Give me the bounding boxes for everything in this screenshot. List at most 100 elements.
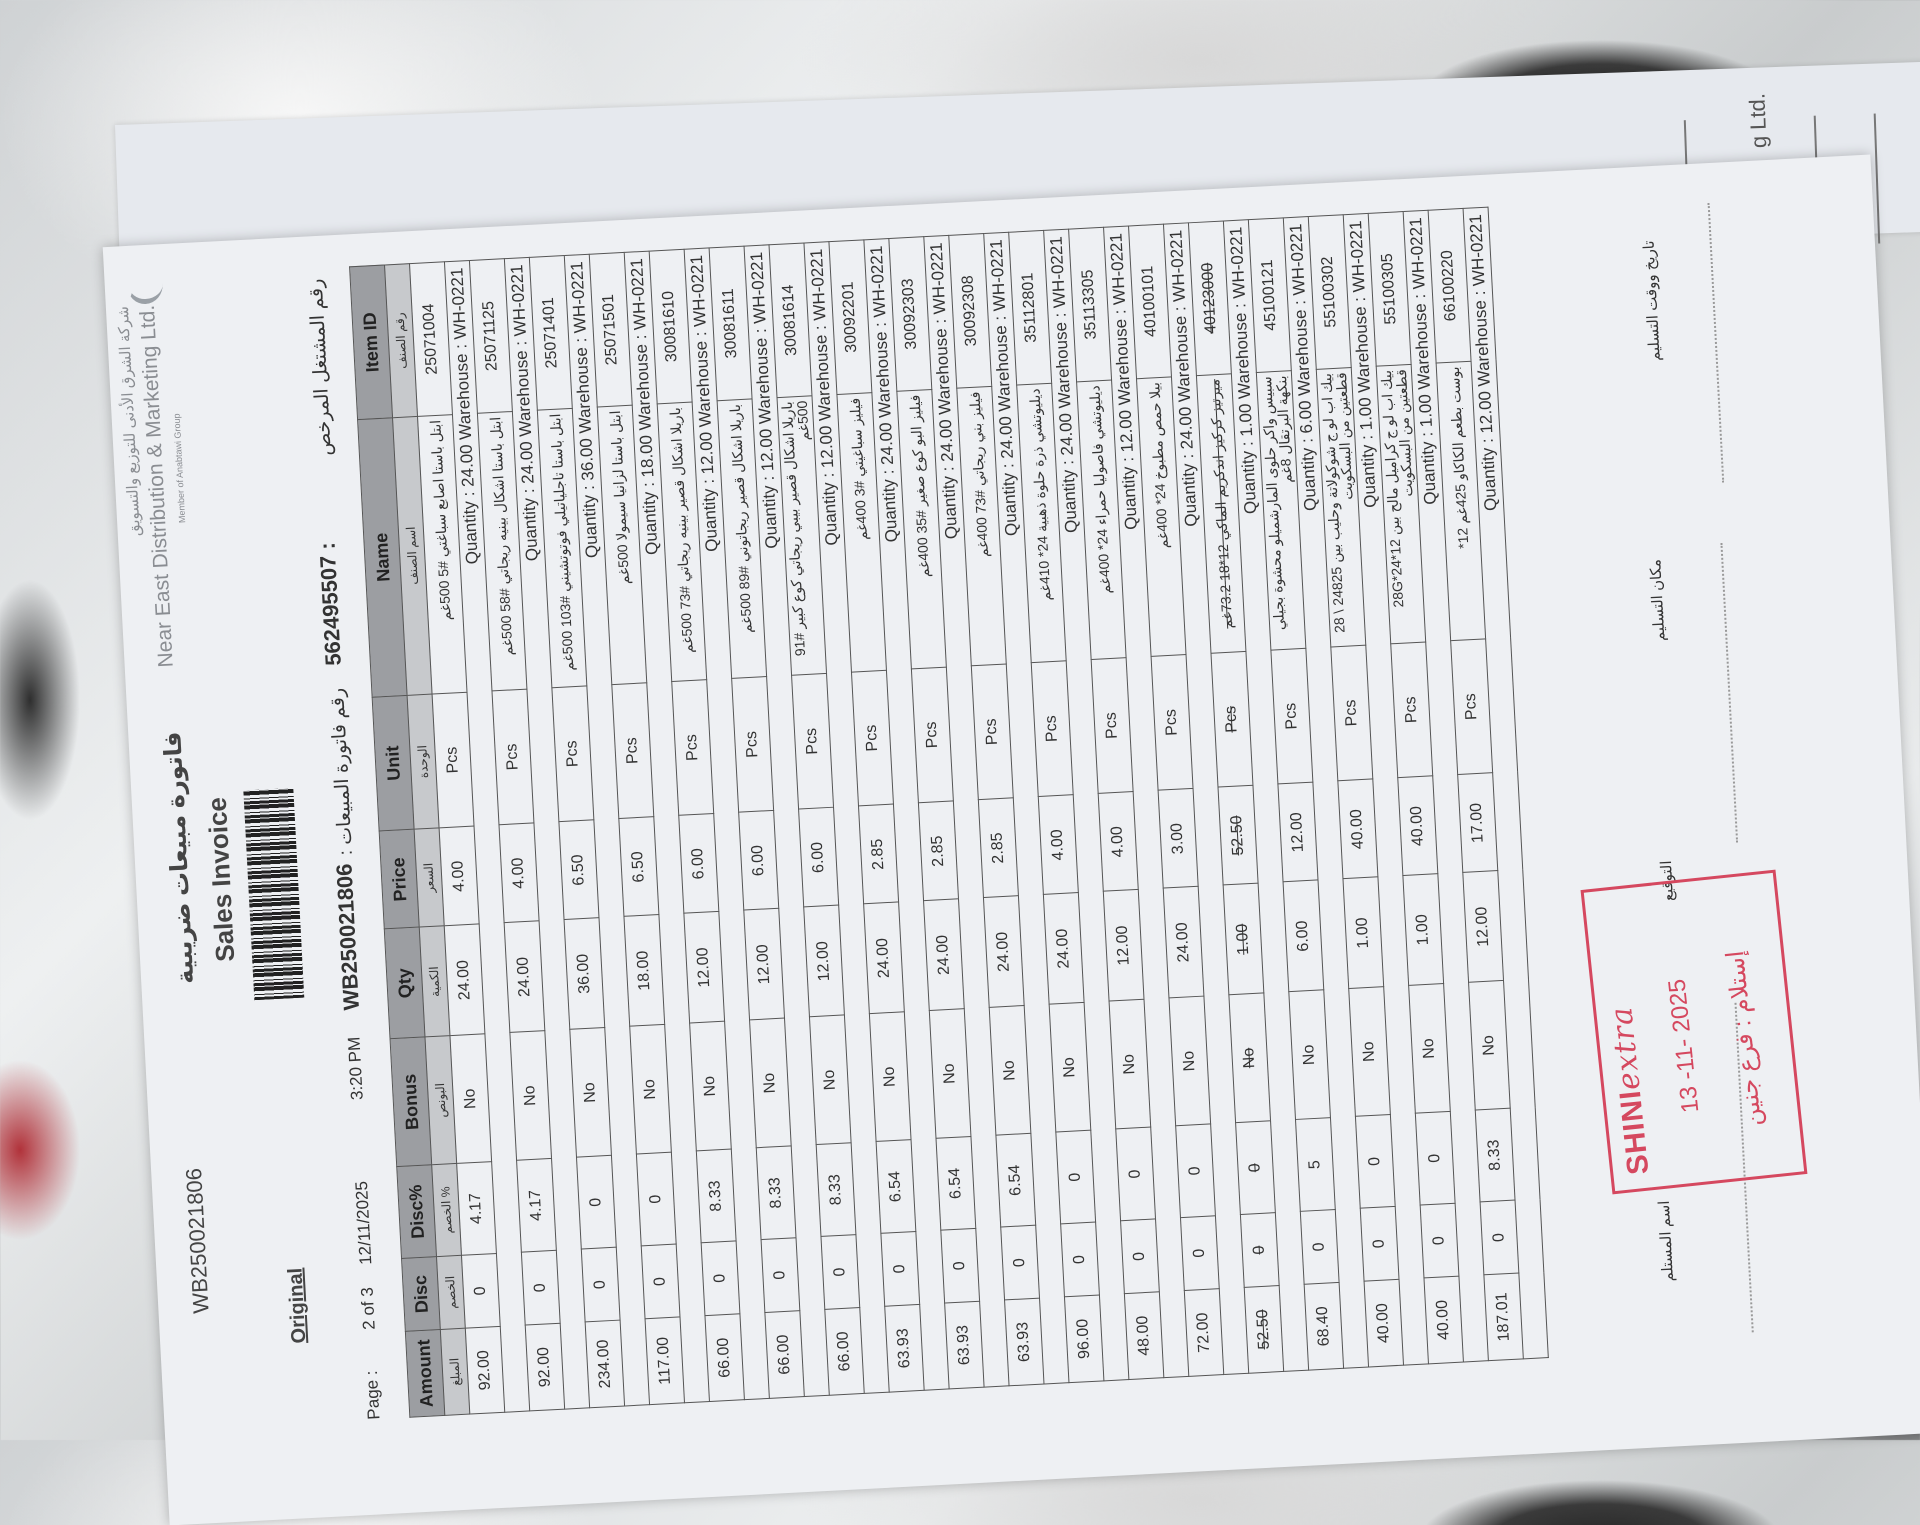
cell-disc-pct: 6.54	[936, 1136, 976, 1231]
stamp-brand-script: extra	[1604, 1004, 1648, 1092]
cell-price: 6.00	[678, 813, 719, 914]
copy-label: Original	[284, 1267, 311, 1344]
cell-disc-pct: 8.33	[1475, 1108, 1516, 1202]
delivery-datetime-label: تاريخ ووقت التسليم	[1640, 240, 1664, 362]
cell-disc: 0	[1060, 1222, 1100, 1297]
stamp-brand-text: SHINI	[1613, 1088, 1656, 1177]
cell-disc-pct: 0	[1115, 1127, 1156, 1221]
cell-qty: 24.00	[923, 899, 965, 1011]
cell-disc-pct: 0	[636, 1152, 677, 1246]
cell-price: 40.00	[1397, 776, 1438, 876]
stamp-branch: إستلام : فرع جنين	[1721, 949, 1768, 1128]
table-line	[1873, 113, 1881, 244]
invoice-time: 3:20 PM	[344, 1036, 367, 1101]
company-name-english: Near East Distribution & Marketing Ltd.	[135, 304, 178, 669]
cell-amount: 68.40	[1304, 1282, 1344, 1371]
cell-price: 6.50	[618, 817, 659, 917]
cell-price: 4.00	[1098, 791, 1139, 892]
column-header: Disc%	[396, 1164, 437, 1259]
column-header-arabic: الخصم	[436, 1255, 466, 1330]
receiver-name-label: اسم المستلم	[1655, 1200, 1677, 1283]
company-group: Member of Anabtawi Group	[171, 413, 188, 524]
cell-disc-pct: 0	[576, 1155, 617, 1250]
cell-qty: 12.00	[1462, 870, 1504, 983]
cell-qty: 24.00	[863, 902, 905, 1014]
cell-qty: 12.00	[683, 911, 725, 1024]
cell-disc-pct: 0	[1355, 1114, 1396, 1209]
cell-disc: 0	[461, 1253, 501, 1329]
cell-disc: 0	[820, 1234, 860, 1310]
cell-disc: 0	[1240, 1212, 1280, 1288]
page-label: Page :	[361, 1370, 384, 1421]
cell-qty: 12.00	[1103, 889, 1145, 1002]
cell-amount: 96.00	[1064, 1294, 1104, 1383]
cell-disc: 0	[1000, 1225, 1040, 1300]
cell-price: 6.00	[798, 807, 839, 908]
cell-disc-pct: 8.33	[756, 1146, 797, 1240]
cell-disc: 0	[641, 1244, 680, 1319]
column-header: Disc	[401, 1256, 441, 1332]
stamp-date: 13 -11- 2025	[1663, 977, 1705, 1115]
cell-price: 2.85	[858, 804, 899, 905]
cell-disc: 0	[761, 1237, 800, 1313]
cell-disc-pct: 6.54	[995, 1133, 1036, 1228]
column-header: Price	[379, 829, 420, 930]
cell-amount: 117.00	[645, 1316, 685, 1405]
title-english: Sales Invoice	[201, 796, 241, 963]
cell-qty: 24.00	[1163, 886, 1204, 999]
cell-disc-pct: 0	[1415, 1111, 1456, 1206]
items-table: Amount Disc Disc% Bonus Qty Price Unit Name Item…	[349, 207, 1549, 1418]
invoice-number-label: رقم فاتورة المبيعات :	[327, 687, 357, 856]
cell-amount: 40.00	[1364, 1279, 1404, 1367]
cell-amount: 92.00	[525, 1323, 565, 1411]
column-header: Amount	[405, 1329, 445, 1418]
cell-disc: 0	[1360, 1206, 1400, 1282]
cell-amount: 48.00	[1124, 1291, 1164, 1380]
cell-price: 2.85	[918, 801, 959, 901]
cell-disc: 0	[1180, 1215, 1220, 1291]
cell-disc-pct: 4.17	[516, 1158, 557, 1253]
company-logo: شركة الشرق الأدنى للتوزيع والتسويق Near …	[112, 262, 219, 668]
cell-disc-pct: 4.17	[456, 1161, 497, 1256]
cell-disc-pct: 0	[1235, 1120, 1276, 1215]
cell-amount: 66.00	[824, 1307, 865, 1396]
cell-price: 4.00	[499, 823, 540, 923]
logo-swoosh-icon	[125, 264, 164, 305]
cell-qty: 1.00	[1223, 883, 1264, 996]
cell-disc-pct: 0	[1055, 1130, 1096, 1224]
invoice-ref-top: WB250021806	[181, 1167, 214, 1315]
stamp-brand: SHINIextra	[1604, 1005, 1656, 1177]
cell-qty: 12.00	[743, 908, 785, 1021]
cell-disc: 0	[880, 1231, 920, 1307]
cell-amount: 66.00	[764, 1310, 805, 1399]
cell-price: 4.00	[1038, 795, 1079, 895]
cell-price: 17.00	[1457, 773, 1498, 873]
cell-disc: 0	[521, 1250, 561, 1326]
cell-price: 40.00	[1337, 779, 1378, 879]
cell-disc-pct: 8.33	[696, 1149, 737, 1243]
cell-qty: 24.00	[504, 921, 545, 1033]
received-stamp: SHINIextra 13 -11- 2025 إستلام : فرع جني…	[1580, 869, 1808, 1195]
invoice-date: 12/11/2025	[351, 1180, 376, 1266]
background-paper-text: g Ltd.	[1744, 92, 1772, 149]
cell-qty: 1.00	[1402, 874, 1444, 986]
cell-price: 52.50	[1218, 785, 1259, 886]
invoice-number: WB250021806	[331, 862, 364, 1011]
cell-amount: 63.93	[884, 1304, 925, 1393]
delivery-line	[1707, 203, 1725, 483]
license-number-label: رقم المشتغل المرخص	[305, 278, 336, 457]
cell-disc: 0	[1300, 1209, 1340, 1285]
cell-amount: 66.00	[704, 1313, 745, 1402]
cell-price: 6.00	[738, 810, 779, 911]
cell-amount: 187.01	[1483, 1273, 1524, 1361]
cell-qty: 24.00	[1043, 892, 1085, 1005]
cell-qty: 6.00	[1283, 880, 1324, 992]
cell-qty: 24.00	[444, 924, 485, 1036]
cell-disc: 0	[701, 1240, 740, 1316]
cell-amount: 52.50	[1244, 1285, 1284, 1374]
cell-disc-pct: 0	[1175, 1124, 1216, 1218]
title-arabic: فاتورة مبيعات ضريبية	[159, 730, 200, 985]
cell-amount: 234.00	[585, 1320, 625, 1408]
cell-price: 3.00	[1158, 788, 1199, 889]
cell-disc: 0	[1420, 1203, 1459, 1278]
